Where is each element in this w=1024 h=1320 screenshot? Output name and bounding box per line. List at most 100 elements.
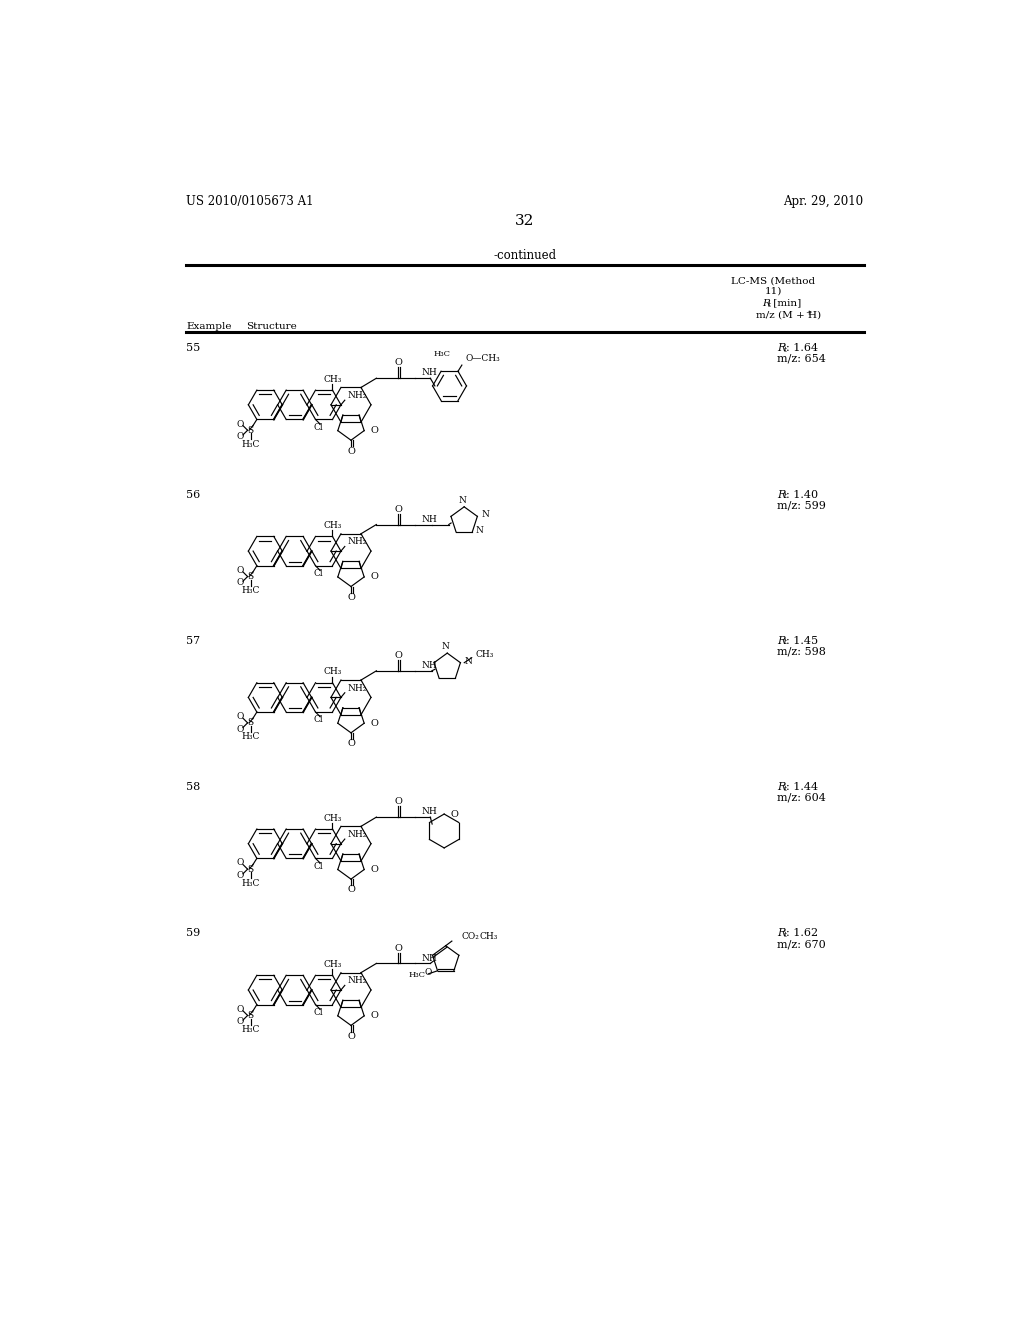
Text: H₃C: H₃C bbox=[433, 350, 451, 358]
Text: O: O bbox=[371, 719, 378, 727]
Text: Apr. 29, 2010: Apr. 29, 2010 bbox=[783, 195, 863, 209]
Text: O: O bbox=[348, 1032, 355, 1040]
Text: O: O bbox=[237, 432, 244, 441]
Text: : 1.45: : 1.45 bbox=[785, 636, 818, 645]
Text: : 1.64: : 1.64 bbox=[785, 343, 818, 354]
Text: Structure: Structure bbox=[246, 322, 297, 331]
Text: O: O bbox=[371, 573, 378, 581]
Text: H₃C: H₃C bbox=[242, 1024, 260, 1034]
Text: S: S bbox=[248, 1011, 254, 1020]
Text: R: R bbox=[777, 343, 785, 354]
Text: N: N bbox=[441, 643, 450, 652]
Text: NH₂: NH₂ bbox=[347, 977, 367, 985]
Text: H₃C: H₃C bbox=[242, 879, 260, 887]
Text: N: N bbox=[475, 525, 483, 535]
Text: 56: 56 bbox=[186, 490, 201, 499]
Text: : 1.44: : 1.44 bbox=[785, 781, 818, 792]
Text: NH: NH bbox=[421, 368, 437, 378]
Text: : 1.62: : 1.62 bbox=[785, 928, 818, 939]
Text: CO₂: CO₂ bbox=[461, 932, 479, 941]
Text: O: O bbox=[237, 1018, 244, 1026]
Text: S: S bbox=[248, 865, 254, 874]
Text: O: O bbox=[371, 1011, 378, 1020]
Text: R: R bbox=[777, 490, 785, 499]
Text: O: O bbox=[237, 725, 244, 734]
Text: Cl: Cl bbox=[313, 422, 323, 432]
Text: O: O bbox=[237, 566, 244, 576]
Text: H₃C: H₃C bbox=[242, 586, 260, 595]
Text: t: t bbox=[783, 785, 786, 793]
Text: NH₂: NH₂ bbox=[347, 830, 367, 840]
Text: t: t bbox=[783, 346, 786, 354]
Text: O: O bbox=[237, 858, 244, 867]
Text: Example: Example bbox=[186, 322, 231, 331]
Text: O: O bbox=[237, 871, 244, 880]
Text: H₃C: H₃C bbox=[409, 970, 426, 978]
Text: CH₃: CH₃ bbox=[324, 521, 342, 531]
Text: +: + bbox=[805, 309, 811, 317]
Text: O: O bbox=[371, 865, 378, 874]
Text: R: R bbox=[777, 781, 785, 792]
Text: : 1.40: : 1.40 bbox=[785, 490, 818, 499]
Text: -continued: -continued bbox=[494, 249, 556, 263]
Text: NH₂: NH₂ bbox=[347, 684, 367, 693]
Text: Cl: Cl bbox=[313, 715, 323, 725]
Text: Cl: Cl bbox=[313, 1008, 323, 1016]
Text: O: O bbox=[451, 809, 458, 818]
Text: O: O bbox=[237, 578, 244, 587]
Text: O: O bbox=[371, 426, 378, 436]
Text: m/z: 670: m/z: 670 bbox=[777, 940, 826, 949]
Text: NH: NH bbox=[421, 808, 437, 816]
Text: H₃C: H₃C bbox=[242, 733, 260, 742]
Text: O: O bbox=[348, 739, 355, 748]
Text: 55: 55 bbox=[186, 343, 201, 354]
Text: O: O bbox=[395, 358, 402, 367]
Text: NH: NH bbox=[421, 515, 437, 524]
Text: m/z: 604: m/z: 604 bbox=[777, 793, 826, 803]
Text: m/z: 599: m/z: 599 bbox=[777, 500, 826, 511]
Text: CH₃: CH₃ bbox=[476, 651, 495, 660]
Text: CH₃: CH₃ bbox=[324, 668, 342, 676]
Text: O: O bbox=[348, 886, 355, 895]
Text: N: N bbox=[459, 496, 467, 506]
Text: O: O bbox=[395, 504, 402, 513]
Text: O: O bbox=[395, 797, 402, 807]
Text: O: O bbox=[424, 968, 431, 977]
Text: CH₃: CH₃ bbox=[479, 932, 498, 941]
Text: O: O bbox=[395, 944, 402, 953]
Text: S: S bbox=[248, 718, 254, 727]
Text: O: O bbox=[348, 593, 355, 602]
Text: S: S bbox=[248, 572, 254, 581]
Text: 32: 32 bbox=[515, 214, 535, 228]
Text: NH₂: NH₂ bbox=[347, 537, 367, 546]
Text: CH₃: CH₃ bbox=[324, 960, 342, 969]
Text: m/z: 598: m/z: 598 bbox=[777, 647, 826, 656]
Text: O: O bbox=[237, 713, 244, 721]
Text: 11): 11) bbox=[765, 286, 782, 296]
Text: t: t bbox=[783, 492, 786, 500]
Text: t: t bbox=[783, 639, 786, 647]
Text: O: O bbox=[395, 651, 402, 660]
Text: R: R bbox=[777, 928, 785, 939]
Text: CH₃: CH₃ bbox=[324, 813, 342, 822]
Text: t: t bbox=[768, 301, 771, 309]
Text: H₃C: H₃C bbox=[242, 440, 260, 449]
Text: CH₃: CH₃ bbox=[324, 375, 342, 384]
Text: N: N bbox=[482, 511, 489, 519]
Text: NH: NH bbox=[421, 661, 437, 671]
Text: NH₂: NH₂ bbox=[347, 391, 367, 400]
Text: O: O bbox=[237, 1005, 244, 1014]
Text: NH: NH bbox=[421, 953, 437, 962]
Text: t: t bbox=[783, 931, 786, 939]
Text: Cl: Cl bbox=[313, 862, 323, 871]
Text: R: R bbox=[777, 636, 785, 645]
Text: 59: 59 bbox=[186, 928, 201, 939]
Text: S: S bbox=[248, 426, 254, 434]
Text: [min]: [min] bbox=[770, 298, 802, 308]
Text: O: O bbox=[237, 420, 244, 429]
Text: m/z: 654: m/z: 654 bbox=[777, 354, 826, 364]
Text: US 2010/0105673 A1: US 2010/0105673 A1 bbox=[186, 195, 313, 209]
Text: O: O bbox=[348, 446, 355, 455]
Text: LC-MS (Method: LC-MS (Method bbox=[731, 276, 815, 285]
Text: R: R bbox=[762, 298, 770, 308]
